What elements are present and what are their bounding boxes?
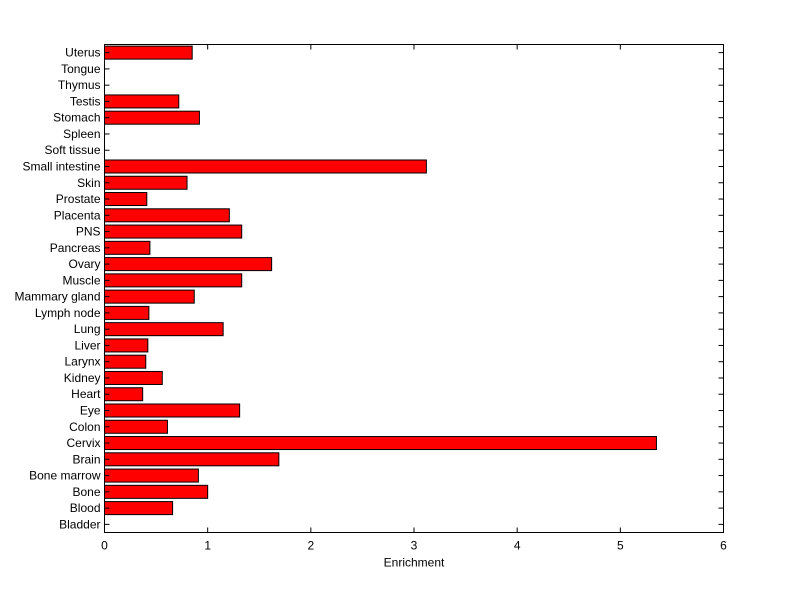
bar-testis bbox=[104, 94, 180, 109]
x-tick-label: 4 bbox=[514, 539, 521, 553]
bars-group bbox=[104, 45, 657, 516]
bar-liver bbox=[104, 338, 149, 353]
y-tick-label: Lung bbox=[74, 322, 101, 336]
y-tick-label: Tongue bbox=[61, 62, 101, 76]
y-tick-label: Testis bbox=[70, 94, 101, 108]
bar-colon bbox=[104, 419, 168, 434]
y-tick-label: Soft tissue bbox=[44, 143, 100, 157]
y-tick-label: Prostate bbox=[56, 192, 101, 206]
y-tick-label: Skin bbox=[77, 176, 100, 190]
x-tick-label: 2 bbox=[307, 539, 314, 553]
y-tick-label: Colon bbox=[69, 420, 100, 434]
y-tick-label: Muscle bbox=[62, 273, 100, 287]
y-tick-label: Small intestine bbox=[22, 160, 100, 174]
bar-brain bbox=[104, 452, 280, 467]
y-tick-label: Lymph node bbox=[35, 306, 101, 320]
bar-bone bbox=[104, 484, 209, 499]
bar-larynx bbox=[104, 354, 147, 369]
x-ticks-group: 0 1 2 3 4 5 6 bbox=[101, 44, 727, 553]
y-tick-label: Liver bbox=[74, 338, 100, 352]
bar-mammary-gland bbox=[104, 289, 195, 304]
y-tick-label: Placenta bbox=[54, 208, 101, 222]
bar-ovary bbox=[104, 257, 273, 272]
x-tick-label: 5 bbox=[617, 539, 624, 553]
y-tick-label: Spleen bbox=[63, 127, 100, 141]
y-tick-label: Cervix bbox=[66, 436, 100, 450]
y-tick-label: Ovary bbox=[68, 257, 100, 271]
y-tick-label: Thymus bbox=[58, 78, 101, 92]
y-tick-label: Larynx bbox=[64, 355, 100, 369]
y-tick-label: Brain bbox=[72, 452, 100, 466]
y-tick-label: Eye bbox=[80, 404, 101, 418]
y-tick-label: Blood bbox=[70, 501, 101, 515]
bar-eye bbox=[104, 403, 241, 418]
x-axis-label: Enrichment bbox=[384, 556, 445, 570]
y-tick-label: Bone bbox=[72, 485, 100, 499]
bar-prostate bbox=[104, 192, 148, 207]
y-tick-label: Mammary gland bbox=[14, 290, 100, 304]
bar-pns bbox=[104, 224, 243, 239]
bar-lymph-node bbox=[104, 305, 150, 320]
y-tick-label: Heart bbox=[71, 387, 101, 401]
y-tick-label: PNS bbox=[76, 225, 101, 239]
bar-heart bbox=[104, 387, 144, 402]
x-tick-label: 0 bbox=[101, 539, 108, 553]
y-tick-label: Bone marrow bbox=[29, 469, 101, 483]
bar-blood bbox=[104, 501, 174, 516]
bar-pancreas bbox=[104, 240, 151, 255]
y-tick-label: Stomach bbox=[53, 111, 100, 125]
y-ticks-group: Uterus Tongue Thymus Testis Stomach Spleen Sof… bbox=[14, 46, 724, 531]
y-tick-label: Pancreas bbox=[50, 241, 101, 255]
plot-frame bbox=[104, 44, 724, 533]
bar-bone-marrow bbox=[104, 468, 199, 483]
bar-placenta bbox=[104, 208, 230, 223]
y-tick-label: Uterus bbox=[65, 46, 100, 60]
x-tick-label: 6 bbox=[720, 539, 727, 553]
x-tick-label: 3 bbox=[411, 539, 418, 553]
bar-lung bbox=[104, 322, 224, 337]
bar-kidney bbox=[104, 370, 163, 385]
x-tick-label: 1 bbox=[204, 539, 211, 553]
bar-muscle bbox=[104, 273, 243, 288]
y-tick-label: Kidney bbox=[64, 371, 101, 385]
y-tick-label: Bladder bbox=[59, 517, 100, 531]
bar-small-intestine bbox=[104, 159, 427, 174]
bar-skin bbox=[104, 175, 188, 190]
bar-uterus bbox=[104, 45, 193, 60]
bar-cervix bbox=[104, 436, 657, 451]
bar-stomach bbox=[104, 110, 200, 125]
